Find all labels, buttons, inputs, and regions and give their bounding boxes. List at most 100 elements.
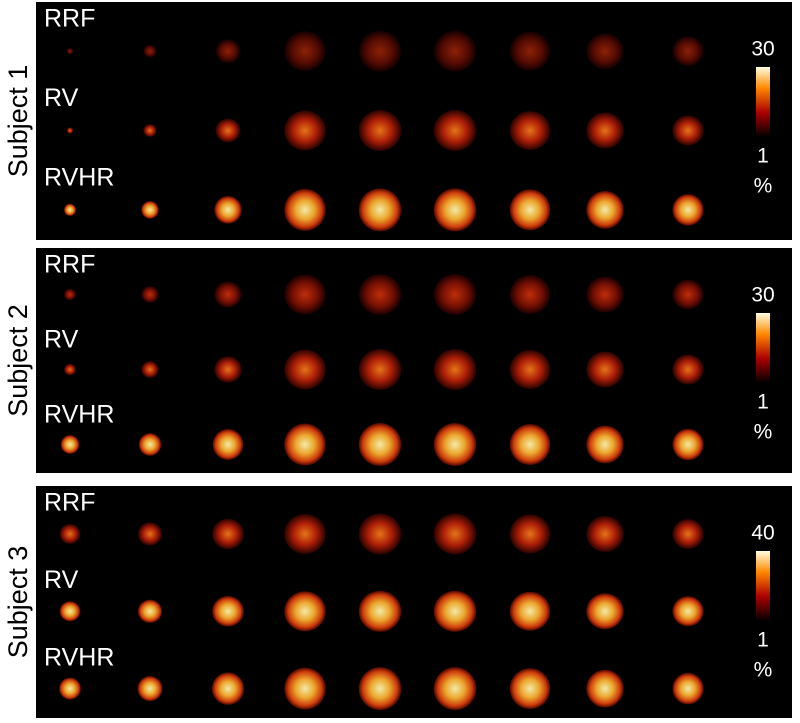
row-label: RRF [44,5,95,33]
brain-slice [586,425,624,464]
brain-slice [358,110,402,152]
brain-slice [212,596,244,627]
brain-slice [63,203,77,216]
brain-slice [60,435,80,454]
brain-slice [141,201,159,219]
panel-background [36,486,792,718]
colorbar-unit: % [754,421,773,444]
colorbar-max: 30 [751,38,774,61]
subject-label: Subject 3 [3,546,33,659]
brain-slice [138,433,162,456]
brain-slice [66,48,74,55]
brain-slice [143,44,157,58]
brain-slice [672,279,704,310]
brain-slice [509,591,551,631]
brain-slice [433,513,477,555]
brain-slice [284,591,326,632]
brain-slice [59,601,81,622]
colorbar-min: 1 [757,629,769,652]
colorbar-min: 1 [757,145,769,168]
colorbar [756,67,770,137]
row-label: RRF [44,251,95,279]
brain-slice [586,669,624,708]
brain-slice [509,189,551,231]
brain-slice [672,354,704,385]
brain-slice [284,31,326,72]
brain-slice [672,596,704,627]
brain-slice [433,667,477,711]
brain-slice [586,593,624,630]
subject-label: Subject 2 [3,304,33,417]
brain-slice [214,196,242,224]
brain-slice [137,522,163,546]
brain-slice [672,518,704,549]
brain-slice [586,515,624,552]
brain-slice [509,424,551,465]
colorbar-unit: % [754,659,773,682]
brain-slice [433,110,477,152]
brain-slice [59,523,81,544]
brain-slice [214,356,242,383]
brain-slice [586,276,624,313]
brain-slice [141,361,159,378]
brain-slice [672,428,704,461]
brain-slice [586,190,624,229]
brain-slice [212,518,244,550]
brain-slice [586,351,624,388]
brain-slice [215,118,241,143]
brain-slice [509,31,551,71]
brain-slice [143,124,157,137]
brain-slice [358,513,402,555]
brain-slice [433,188,477,232]
brain-slice [672,115,704,146]
brain-slice [358,188,402,232]
colorbar [756,313,770,383]
brain-slice [284,349,326,390]
row-label: RVHR [44,163,114,191]
brain-slice [137,599,163,623]
brain-slice [586,33,624,70]
brain-slice [358,667,402,711]
brain-slice [433,30,477,72]
row-label: RV [44,326,79,354]
brain-slice [141,286,159,303]
brain-slice [284,274,326,315]
brain-slice [137,676,163,702]
colorbar [756,551,770,621]
brain-slice [586,112,624,149]
brain-slice [358,590,402,632]
colorbar-min: 1 [757,391,769,414]
brain-slice [672,194,704,226]
brain-slice [433,274,477,315]
row-label: RV [44,566,79,594]
brain-slice [358,30,402,72]
brain-slice [358,274,402,315]
brain-slice [215,39,241,64]
brain-slice [66,127,74,134]
brain-slice [211,672,245,705]
brain-slice [509,350,551,389]
brain-slice [59,677,81,700]
brain-slice [284,667,326,710]
brain-slice [672,672,704,705]
brain-slice [358,422,402,467]
brain-slice [358,349,402,390]
brain-slice [433,590,477,632]
panel-background [36,248,792,473]
brain-slice [433,349,477,390]
row-label: RVHR [44,643,114,671]
brain-slice [284,423,326,466]
colorbar-unit: % [754,175,773,198]
brain-slice [509,514,551,554]
row-label: RV [44,84,79,112]
colorbar-max: 30 [751,284,774,307]
brain-slice [214,281,242,308]
colorbar-max: 40 [751,522,774,545]
row-label: RVHR [44,401,114,429]
brain-slice [284,188,326,231]
brain-slice [212,429,244,460]
brain-slice [509,275,551,314]
brain-slice [284,513,326,554]
brain-slice [63,363,77,376]
